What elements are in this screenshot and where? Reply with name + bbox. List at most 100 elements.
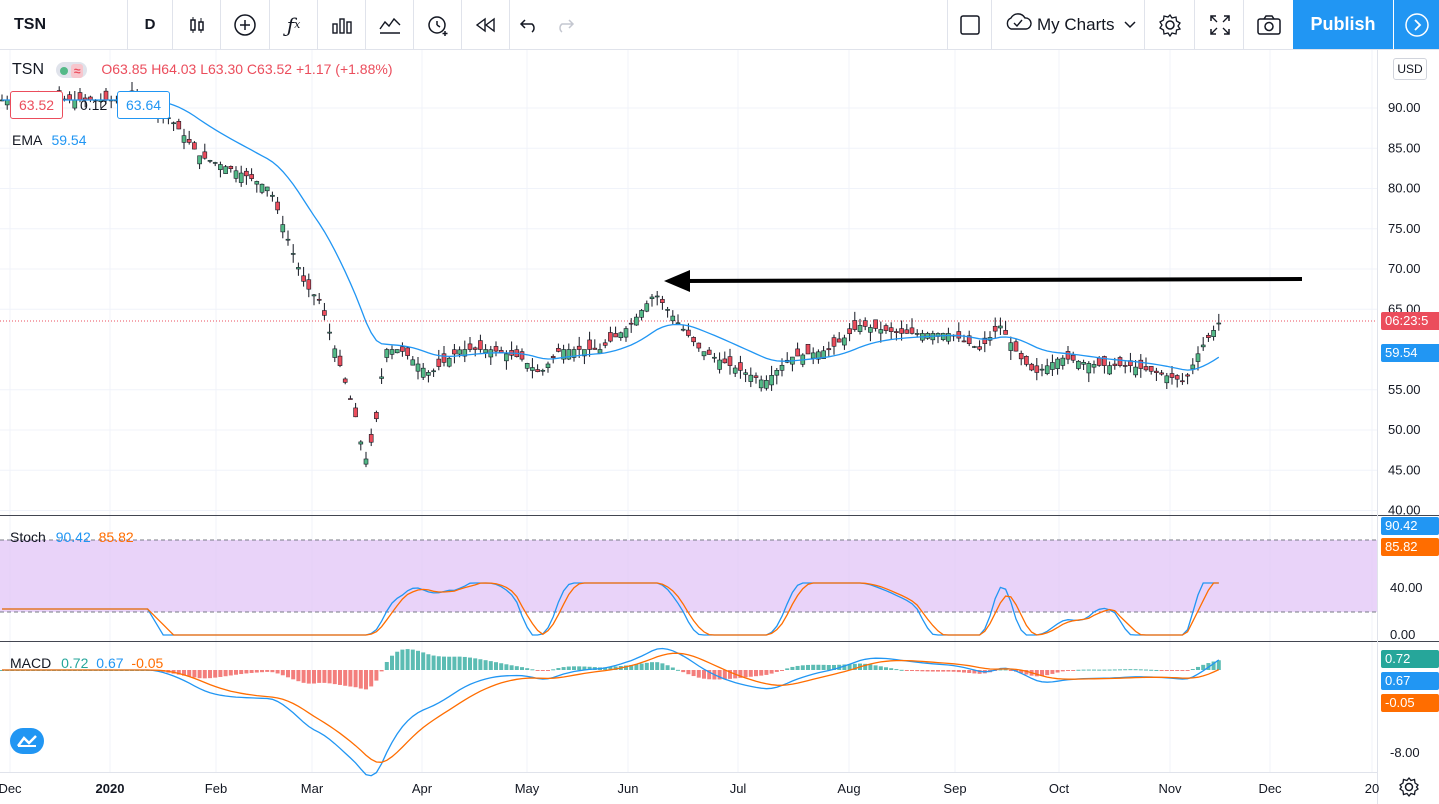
currency-badge[interactable]: USD [1393,58,1427,80]
macd-hist-bar [1149,669,1154,671]
candle-body [977,346,982,350]
candle-body [202,151,208,159]
replay-rewind-icon[interactable] [462,0,510,50]
candle-body [753,375,759,378]
candle-body [405,347,410,356]
macd-hist-bar [587,666,592,670]
macd-hist-bar [566,666,571,670]
stoch-legend[interactable]: Stoch 90.42 85.82 [10,529,134,545]
legend-status-pill[interactable]: ≈ [55,62,88,79]
macd-hist-bar [369,670,374,687]
macd-hist-bar [457,656,462,670]
candle-body [1169,373,1175,378]
macd-hist-bar [254,670,259,673]
chart-canvas[interactable]: 90.0085.0080.0075.0070.0065.0055.0050.00… [0,50,1439,804]
macd-hist-bar [525,668,530,670]
compare-add-icon[interactable] [221,0,270,50]
play-replay-icon[interactable] [1394,0,1439,49]
candle-body [852,320,858,330]
my-charts-label: My Charts [1037,14,1115,34]
redo-icon[interactable] [548,0,582,50]
macd-hist-bar [312,670,316,684]
fullscreen-icon[interactable] [1196,0,1244,50]
candle-body [576,345,582,350]
macd-hist-bar [483,660,488,670]
macd-hist-bar [1107,669,1112,671]
my-charts-button[interactable]: My Charts [993,0,1145,49]
axis-settings-gear-icon[interactable] [1398,776,1420,803]
arrow-annotation[interactable] [664,270,1303,292]
macd-hist-bar [759,670,764,676]
camera-snapshot-icon[interactable] [1245,0,1293,50]
time-tick-label: Nov [1158,781,1182,796]
candle-body [301,275,306,282]
undo-icon[interactable] [510,0,548,50]
candle-body [966,335,972,345]
candle-body [639,310,644,318]
price-axis[interactable]: 90.0085.0080.0075.0070.0065.0055.0050.00… [1388,100,1423,760]
candle-body [493,346,499,352]
ema-price-badge: 59.54 [1381,344,1439,362]
macd-hist-bar [410,649,415,670]
candle-body [862,320,868,327]
hist-badge: -0.05 [1381,694,1439,712]
candle-body [353,407,358,418]
buy-price-box[interactable]: 63.64 [117,91,171,119]
stoch-d-line [2,582,1219,636]
macd-hist-bar [197,670,202,679]
candle-body [550,356,556,359]
stoch-tick-label: 0.00 [1390,627,1415,642]
macd-hist-bar [431,655,436,670]
candle-body [691,337,696,343]
candle-body [218,164,223,171]
cloud-check-icon [1003,12,1033,37]
publish-button[interactable]: Publish [1293,0,1393,49]
ema-legend[interactable]: EMA 59.54 [12,132,87,148]
candle-body [748,374,754,382]
compare-chart-icon[interactable] [366,0,414,50]
candle-body [504,353,509,362]
symbol-search-button[interactable]: TSN [0,0,128,50]
settings-gear-icon[interactable] [1146,0,1195,50]
macd-hist-bar [1034,670,1039,677]
candle-body [379,376,384,379]
candle-body [530,367,535,371]
candle-body [961,340,967,343]
sell-price-box[interactable]: 63.52 [10,91,64,119]
time-axis[interactable]: Dec 2020 Feb Mar Apr May Jun Jul Aug Sep Oct Nov Dec… [0,781,1379,796]
macd-hist-bar [1170,670,1174,671]
candle-body [1013,341,1019,352]
macd-hist-bar [306,670,311,684]
layout-square-icon[interactable] [947,0,992,50]
market-open-dot-icon [59,67,68,76]
macd-hist-bar [925,670,930,672]
candle-body [727,356,733,366]
macd-hist-bar [182,670,186,676]
candle-body [1122,365,1128,367]
candle-body [181,135,187,143]
alert-clock-icon[interactable] [414,0,462,50]
macd-hist-bar [1060,670,1065,672]
macd-hist-bar [863,663,868,670]
macd-hist-bar [785,668,790,670]
candle-body [836,338,842,343]
tradingview-logo-icon[interactable] [10,728,44,754]
templates-icon[interactable] [318,0,366,50]
candle-body [665,309,670,311]
candle-body [441,353,447,363]
candle-body [561,349,566,360]
macd-hist-bar [327,670,332,684]
legend-symbol[interactable]: TSN [12,61,44,78]
macd-hist-bar [686,670,691,675]
candle-body [587,339,592,350]
candle-style-icon[interactable] [173,0,221,50]
interval-button[interactable]: D [128,0,173,50]
candle-body [722,358,728,364]
candle-body [992,325,998,332]
candle-body [327,331,332,334]
macd-hist-bar [608,666,613,670]
macd-hist-bar [270,670,275,673]
macd-hist-bar [296,670,301,682]
macd-legend[interactable]: MACD 0.72 0.67 -0.05 [10,655,163,671]
